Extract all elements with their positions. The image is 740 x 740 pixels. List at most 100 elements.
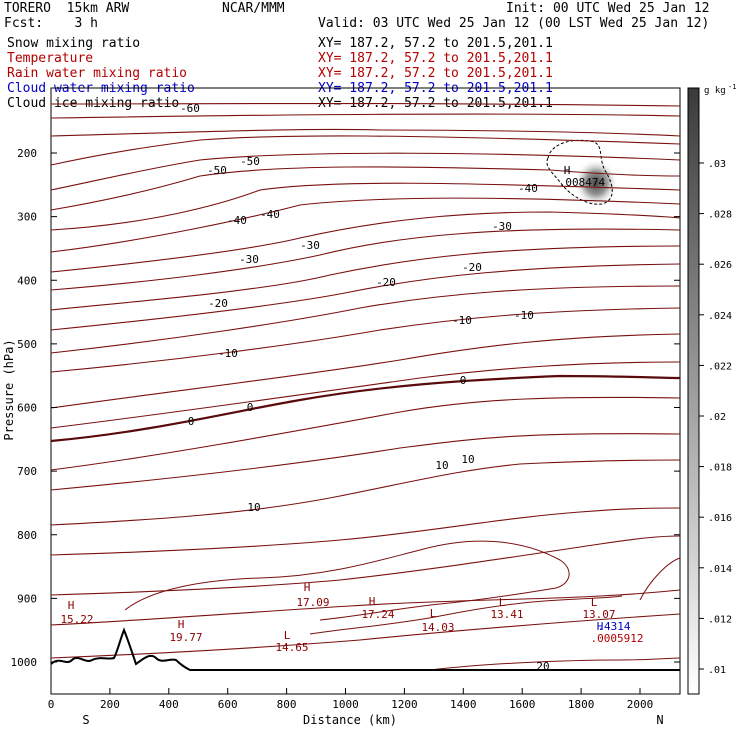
temp-label: -10 <box>218 347 238 360</box>
colorbar-labels: .03 .028 .026 .024 .022 .02 .018 .016 .014 .012 .0… <box>708 159 732 676</box>
temp-label: -30 <box>300 239 320 252</box>
legend-rain-label: Rain water mixing ratio <box>7 66 188 81</box>
x-end-south: S <box>82 713 89 727</box>
extremum-value: 17.24 <box>361 608 394 621</box>
temp-label: 10 <box>435 459 448 472</box>
temp-label: 10 <box>461 453 474 466</box>
extremum-value: 13.41 <box>490 608 523 621</box>
legend-rain-xsec: XY= 187.2, 57.2 to 201.5,201.1 <box>318 66 553 81</box>
legend-snow-label: Snow mixing ratio <box>7 36 141 51</box>
y-tick-label: 1000 <box>11 656 38 669</box>
rain-max-value: .0005912 <box>591 632 644 645</box>
cloud-ice-contour <box>546 139 613 205</box>
temp-label: -40 <box>227 214 247 227</box>
colorbar-tick-label: .02 <box>708 412 726 423</box>
y-axis-ticks <box>51 152 680 663</box>
x-axis-label: Distance (km) <box>303 713 397 727</box>
colorbar <box>687 87 700 695</box>
snow-mixing-area <box>574 159 618 207</box>
colorbar-tick-label: .012 <box>708 614 732 625</box>
temp-label: -60 <box>180 102 200 115</box>
extremum-kind: H <box>178 618 185 631</box>
colorbar-unit-exponent: -1 <box>728 83 736 91</box>
x-tick-label: 400 <box>159 698 179 711</box>
y-tick-label: 700 <box>17 465 37 478</box>
y-axis-label: Pressure (hPa) <box>2 339 16 440</box>
y-tick-label: 300 <box>17 211 37 224</box>
temp-label: -40 <box>518 182 538 195</box>
valid-time: Valid: 03 UTC Wed 25 Jan 12 (00 LST Wed … <box>318 16 710 31</box>
temp-label: -30 <box>492 220 512 233</box>
extremum-value: 14.03 <box>421 621 454 634</box>
x-tick-label: 1600 <box>509 698 536 711</box>
temp-label: -20 <box>208 297 228 310</box>
cloudwater-max-value: .4314 <box>597 620 630 633</box>
snow-max-kind: H <box>564 164 571 177</box>
plot-frame <box>50 87 681 695</box>
lower-contours <box>124 540 681 671</box>
extremum-kind: L <box>591 596 598 609</box>
extremum-kind: H <box>369 595 376 608</box>
extremum-kind: L <box>430 607 437 620</box>
legend-snow-xsec: XY= 187.2, 57.2 to 201.5,201.1 <box>318 36 553 51</box>
temp-label: 10 <box>247 501 260 514</box>
y-tick-label: 900 <box>17 592 37 605</box>
extremum-value: 17.09 <box>296 596 329 609</box>
legend-temperature-xsec: XY= 187.2, 57.2 to 201.5,201.1 <box>318 51 553 66</box>
init-time: Init: 00 UTC Wed 25 Jan 12 <box>506 1 710 16</box>
colorbar-tick-label: .026 <box>708 260 732 271</box>
x-tick-label: 1800 <box>568 698 595 711</box>
snow-max-value: .008474 <box>559 176 606 189</box>
center-title: NCAR/MMM <box>222 1 285 16</box>
extremum-value: 13.07 <box>582 608 615 621</box>
temp-label: -40 <box>260 208 280 221</box>
colorbar-tick-label: .028 <box>708 210 732 221</box>
x-tick-label: 0 <box>48 698 55 711</box>
temp-label: -20 <box>376 276 396 289</box>
colorbar-tick-label: .018 <box>708 463 732 474</box>
colorbar-tick-label: .022 <box>708 361 732 372</box>
x-tick-label: 600 <box>218 698 238 711</box>
extremum-kind: H <box>304 581 311 594</box>
extremum-kind: L <box>284 629 291 642</box>
extrema-markers: H 15.22 H 19.77 H 17.09 H 17.24 L 14.65 … <box>60 581 615 654</box>
extremum-kind: H <box>68 599 75 612</box>
temp-label: 20 <box>536 660 549 673</box>
y-tick-label: 500 <box>17 338 37 351</box>
x-tick-label: 1400 <box>450 698 477 711</box>
extremum-value: 15.22 <box>60 613 93 626</box>
colorbar-unit: g kg <box>704 86 726 96</box>
model-title: TORERO 15km ARW <box>4 1 130 16</box>
temp-label: -50 <box>240 155 260 168</box>
freezing-level-contour <box>50 374 681 443</box>
temp-label: -20 <box>462 261 482 274</box>
temp-label: -10 <box>452 314 472 327</box>
temp-label: -50 <box>207 164 227 177</box>
extremum-kind: L <box>499 596 506 609</box>
colorbar-tick-label: .01 <box>708 665 726 676</box>
y-tick-label: 200 <box>17 147 37 160</box>
colorbar-tick-label: .024 <box>708 311 732 322</box>
y-tick-label: 600 <box>17 402 37 415</box>
y-axis-tick-labels: 200 300 400 500 600 700 800 900 1000 <box>11 147 38 669</box>
temperature-contour-labels: -60 -50 -50 -40 -40 -40 -30 -30 -30 -20 … <box>180 102 550 673</box>
x-axis-ticks <box>50 688 641 694</box>
extremum-value: 19.77 <box>169 631 202 644</box>
cloudwater-max-kind: H <box>597 620 604 633</box>
mixing-ratio-maxima: H .008474 H .4314 .0005912 <box>559 164 644 645</box>
x-tick-label: 1000 <box>332 698 359 711</box>
legend-temperature-label: Temperature <box>7 51 94 66</box>
temp-label: -30 <box>239 253 259 266</box>
x-tick-label: 800 <box>277 698 297 711</box>
terrain-surface <box>50 627 680 671</box>
temp-label: 0 <box>188 415 195 428</box>
colorbar-tick-label: .03 <box>708 159 726 170</box>
temp-label: 0 <box>247 401 254 414</box>
y-tick-label: 800 <box>17 529 37 542</box>
temp-label: -10 <box>514 309 534 322</box>
colorbar-tick-label: .014 <box>708 564 732 575</box>
temp-label: 0 <box>460 374 467 387</box>
temperature-contours <box>50 102 681 659</box>
x-tick-label: 2000 <box>627 698 654 711</box>
